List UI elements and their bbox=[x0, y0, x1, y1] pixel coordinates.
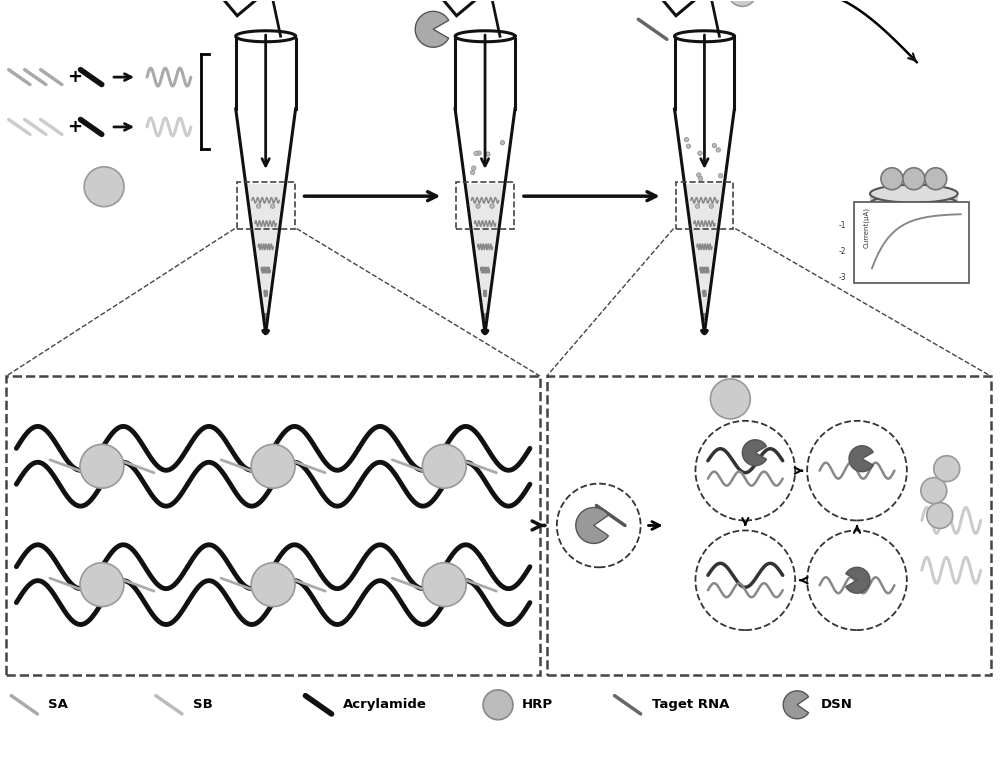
Circle shape bbox=[251, 444, 295, 488]
Polygon shape bbox=[248, 183, 284, 334]
Circle shape bbox=[80, 444, 124, 488]
Circle shape bbox=[881, 168, 903, 190]
Polygon shape bbox=[218, 0, 276, 16]
Bar bbox=[547, 376, 991, 675]
Polygon shape bbox=[437, 0, 496, 16]
Text: HRP: HRP bbox=[522, 698, 553, 711]
Circle shape bbox=[472, 166, 476, 171]
Polygon shape bbox=[686, 183, 722, 334]
Circle shape bbox=[474, 152, 478, 155]
Circle shape bbox=[698, 177, 703, 180]
Circle shape bbox=[486, 152, 490, 156]
Text: Acrylamide: Acrylamide bbox=[342, 698, 426, 711]
Text: SA: SA bbox=[48, 698, 68, 711]
Circle shape bbox=[934, 456, 960, 481]
Text: Taget RNA: Taget RNA bbox=[652, 698, 729, 711]
Circle shape bbox=[500, 140, 505, 145]
Circle shape bbox=[709, 204, 714, 208]
Bar bbox=[870, 194, 958, 204]
Circle shape bbox=[718, 174, 723, 178]
Text: +: + bbox=[67, 118, 82, 136]
Text: +: + bbox=[67, 68, 82, 86]
Circle shape bbox=[483, 690, 513, 720]
Wedge shape bbox=[415, 11, 449, 47]
Wedge shape bbox=[576, 508, 608, 543]
Circle shape bbox=[697, 173, 701, 177]
Bar bbox=[237, 182, 295, 229]
Circle shape bbox=[684, 137, 689, 142]
Circle shape bbox=[686, 144, 691, 149]
Bar bbox=[854, 202, 969, 283]
Circle shape bbox=[80, 562, 124, 606]
Text: -1: -1 bbox=[839, 221, 846, 230]
Circle shape bbox=[84, 167, 124, 207]
Polygon shape bbox=[657, 0, 715, 16]
Circle shape bbox=[476, 204, 480, 208]
Bar bbox=[6, 376, 540, 675]
Text: SB: SB bbox=[193, 698, 213, 711]
Bar bbox=[676, 182, 733, 229]
Circle shape bbox=[698, 151, 702, 155]
Wedge shape bbox=[742, 440, 767, 465]
Circle shape bbox=[921, 478, 947, 503]
Circle shape bbox=[728, 0, 756, 6]
Circle shape bbox=[270, 204, 275, 208]
Circle shape bbox=[927, 503, 953, 528]
Wedge shape bbox=[783, 691, 809, 719]
Bar bbox=[456, 182, 514, 229]
Circle shape bbox=[903, 168, 925, 190]
Text: -2: -2 bbox=[839, 247, 846, 256]
Circle shape bbox=[716, 148, 720, 152]
Text: Current(μA): Current(μA) bbox=[863, 207, 869, 248]
Circle shape bbox=[477, 151, 481, 155]
Text: -3: -3 bbox=[838, 273, 846, 282]
Wedge shape bbox=[849, 446, 873, 471]
Circle shape bbox=[251, 562, 295, 606]
Text: DSN: DSN bbox=[821, 698, 853, 711]
Circle shape bbox=[256, 204, 261, 208]
Circle shape bbox=[695, 204, 700, 208]
Polygon shape bbox=[467, 183, 503, 334]
Circle shape bbox=[490, 204, 494, 208]
Wedge shape bbox=[846, 567, 870, 594]
Ellipse shape bbox=[870, 195, 958, 212]
Circle shape bbox=[712, 143, 717, 148]
Circle shape bbox=[422, 444, 466, 488]
Ellipse shape bbox=[870, 185, 958, 202]
Circle shape bbox=[710, 379, 750, 419]
Circle shape bbox=[470, 171, 475, 174]
Circle shape bbox=[925, 168, 947, 190]
Circle shape bbox=[422, 562, 466, 606]
